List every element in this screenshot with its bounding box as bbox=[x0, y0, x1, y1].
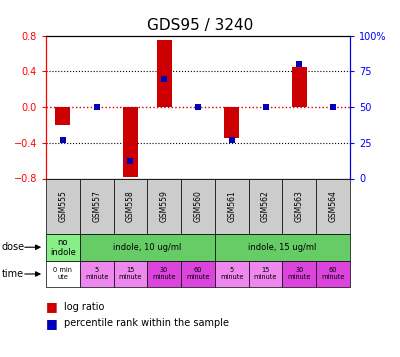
Text: GSM555: GSM555 bbox=[58, 190, 67, 222]
Text: no
indole: no indole bbox=[50, 237, 76, 257]
Text: 0 min
ute: 0 min ute bbox=[53, 267, 72, 281]
Text: GSM564: GSM564 bbox=[329, 190, 338, 222]
Text: 15
minute: 15 minute bbox=[254, 267, 277, 281]
Text: time: time bbox=[2, 269, 24, 279]
Text: 60
minute: 60 minute bbox=[321, 267, 345, 281]
Text: GSM557: GSM557 bbox=[92, 190, 101, 222]
Bar bbox=[55, 107, 70, 125]
Text: 5
minute: 5 minute bbox=[85, 267, 108, 281]
Text: ■: ■ bbox=[46, 301, 58, 313]
Text: GSM561: GSM561 bbox=[227, 190, 236, 222]
Text: GDS95 / 3240: GDS95 / 3240 bbox=[147, 18, 253, 33]
Text: 5
minute: 5 minute bbox=[220, 267, 244, 281]
Text: 30
minute: 30 minute bbox=[288, 267, 311, 281]
Text: ■: ■ bbox=[46, 317, 58, 330]
Bar bbox=[292, 67, 307, 107]
Text: log ratio: log ratio bbox=[64, 302, 104, 312]
Bar bbox=[123, 107, 138, 177]
Text: GSM558: GSM558 bbox=[126, 190, 135, 222]
Text: indole, 15 ug/ml: indole, 15 ug/ml bbox=[248, 243, 317, 252]
Text: 15
minute: 15 minute bbox=[119, 267, 142, 281]
Text: GSM562: GSM562 bbox=[261, 190, 270, 222]
Text: GSM559: GSM559 bbox=[160, 190, 169, 222]
Text: indole, 10 ug/ml: indole, 10 ug/ml bbox=[113, 243, 182, 252]
Text: dose: dose bbox=[2, 242, 25, 252]
Text: GSM560: GSM560 bbox=[194, 190, 202, 222]
Bar bbox=[224, 107, 239, 138]
Text: 30
minute: 30 minute bbox=[152, 267, 176, 281]
Text: GSM563: GSM563 bbox=[295, 190, 304, 222]
Text: percentile rank within the sample: percentile rank within the sample bbox=[64, 318, 229, 328]
Text: 60
minute: 60 minute bbox=[186, 267, 210, 281]
Bar bbox=[157, 40, 172, 107]
